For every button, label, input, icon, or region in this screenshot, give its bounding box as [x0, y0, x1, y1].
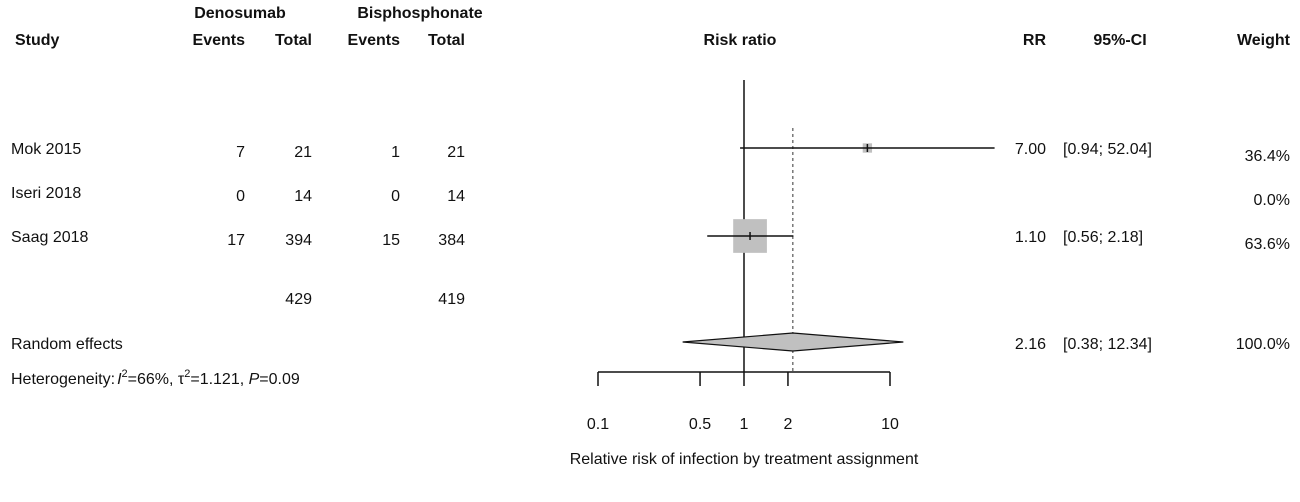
- ci-label: [0.56; 2.18]: [1063, 229, 1143, 246]
- column-header: Total: [275, 32, 312, 49]
- total-2: 384: [438, 232, 465, 249]
- column-header: Risk ratio: [704, 32, 777, 49]
- total-1: 14: [294, 188, 312, 205]
- total-sum: 429: [285, 291, 312, 308]
- weight-label: 0.0%: [1254, 192, 1290, 209]
- column-header: RR: [1023, 32, 1047, 49]
- weight-label: 63.6%: [1245, 236, 1290, 253]
- heterogeneity-part: I: [117, 371, 122, 388]
- heterogeneity-part: =0.09: [259, 371, 300, 388]
- heterogeneity: Heterogeneity: I2=66%, τ2=1.121, P=0.09: [11, 368, 300, 388]
- total-1: 21: [294, 144, 312, 161]
- ci-label: [0.94; 52.04]: [1063, 141, 1152, 158]
- total-2: 21: [447, 144, 465, 161]
- pooled-rr: 2.16: [1015, 336, 1046, 353]
- x-axis-label: Relative risk of infection by treatment …: [569, 451, 919, 468]
- weight-label: 36.4%: [1245, 148, 1290, 165]
- column-header: Study: [15, 32, 60, 49]
- column-header: Events: [193, 32, 246, 49]
- x-tick-label: 1: [740, 416, 749, 433]
- column-header: Events: [348, 32, 401, 49]
- heterogeneity-part: 2: [184, 368, 190, 380]
- study-name: Mok 2015: [11, 141, 81, 158]
- total-2: 14: [447, 188, 465, 205]
- x-tick-label: 0.1: [587, 416, 609, 433]
- column-header: Total: [428, 32, 465, 49]
- events-1: 7: [236, 144, 245, 161]
- events-1: 17: [227, 232, 245, 249]
- rr-label: 1.10: [1015, 229, 1046, 246]
- events-2: 1: [391, 144, 400, 161]
- total-1: 394: [285, 232, 312, 249]
- pooled-weight: 100.0%: [1236, 336, 1290, 353]
- heterogeneity-part: 2: [122, 368, 128, 380]
- study-name: Saag 2018: [11, 229, 89, 246]
- events-2: 15: [382, 232, 400, 249]
- events-2: 0: [391, 188, 400, 205]
- x-tick-label: 2: [783, 416, 792, 433]
- rr-label: 7.00: [1015, 141, 1046, 158]
- events-1: 0: [236, 188, 245, 205]
- column-header: Weight: [1237, 32, 1291, 49]
- study-name: Iseri 2018: [11, 185, 81, 202]
- x-tick-label: 0.5: [689, 416, 711, 433]
- heterogeneity-part: =1.121,: [190, 371, 248, 388]
- column-header: 95%-CI: [1093, 32, 1146, 49]
- pooled-name: Random effects: [11, 336, 123, 353]
- group-header: Bisphosphonate: [357, 5, 482, 22]
- pooled-diamond: [682, 332, 904, 352]
- pooled-ci: [0.38; 12.34]: [1063, 336, 1152, 353]
- total-sum: 419: [438, 291, 465, 308]
- heterogeneity-part: P: [249, 371, 260, 388]
- heterogeneity-part: =66%, τ: [128, 371, 185, 388]
- x-tick-label: 10: [881, 416, 899, 433]
- heterogeneity-part: Heterogeneity:: [11, 371, 115, 388]
- group-header: Denosumab: [194, 5, 286, 22]
